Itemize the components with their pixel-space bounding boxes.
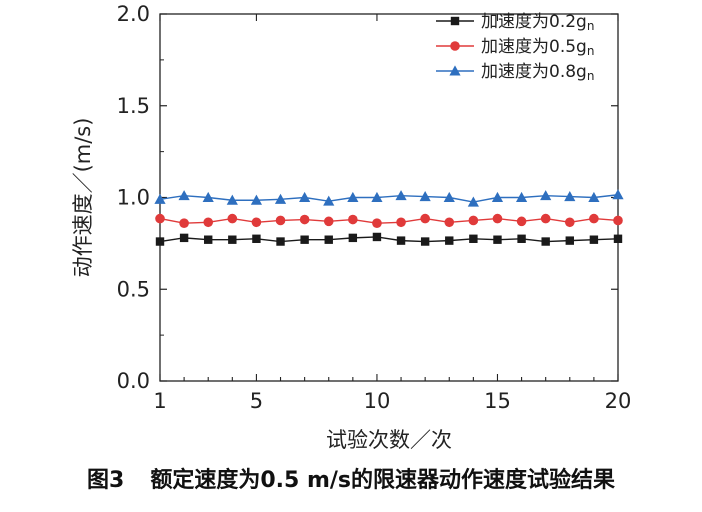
data-point [154, 193, 166, 204]
data-point [612, 189, 624, 200]
data-point [324, 235, 333, 244]
data-point [275, 215, 286, 226]
legend-subscript: n [587, 44, 595, 58]
data-point [299, 191, 311, 202]
series-1 [155, 232, 623, 246]
data-point [445, 236, 454, 245]
y-tick-label: 0.5 [117, 277, 150, 301]
legend-subscript: n [587, 69, 595, 83]
y-tick-label: 1.5 [117, 94, 150, 118]
y-tick-label: 2.0 [117, 2, 150, 26]
data-point [613, 234, 623, 243]
data-point [517, 234, 526, 243]
data-point [419, 190, 431, 202]
data-point [348, 214, 358, 225]
data-point [323, 195, 335, 206]
series-2 [155, 213, 623, 228]
data-point [202, 191, 214, 202]
data-point [420, 237, 430, 246]
data-point [347, 191, 359, 202]
data-point [252, 234, 261, 243]
legend-item-2: 加速度为0.5gn [436, 37, 594, 58]
data-point [179, 218, 189, 228]
data-point [371, 191, 383, 202]
data-point [516, 216, 527, 227]
data-point [396, 236, 406, 245]
x-tick-label: 10 [364, 389, 391, 413]
data-point [348, 233, 358, 243]
x-tick-label: 5 [250, 389, 263, 413]
y-axis-title: 动作速度／(m/s) [71, 118, 95, 278]
data-point [300, 235, 309, 244]
data-point [203, 217, 214, 228]
data-point [395, 190, 407, 201]
legend-marker [450, 16, 460, 26]
legend-marker [450, 41, 460, 51]
data-point [491, 191, 504, 202]
data-point [444, 217, 455, 228]
legend-label: 加速度为0.8gn [481, 62, 594, 83]
data-point [493, 235, 502, 244]
x-tick-label: 1 [153, 389, 166, 413]
data-point [251, 217, 262, 228]
data-point [540, 213, 551, 224]
figure-number: 图3 [87, 468, 125, 493]
data-point [372, 232, 382, 242]
data-point [274, 193, 287, 204]
data-point [228, 235, 237, 244]
y-tick-label: 0.0 [117, 369, 150, 393]
caption-text: 额定速度为0.5 m/s的限速器动作速度试验结果 [150, 468, 615, 493]
data-point [589, 213, 599, 224]
chart: 0.00.51.01.52.01 5 10 15 20试验次数／次动作速度／(m/s) … [71, 2, 631, 452]
data-point [467, 196, 479, 207]
data-point [179, 233, 189, 243]
y-tick-label: 1.0 [117, 186, 150, 210]
legend-label: 加速度为0.5gn [481, 37, 594, 58]
x-tick-label: 15 [484, 389, 511, 413]
series-line [159, 194, 619, 203]
data-point [420, 213, 430, 224]
data-point [541, 237, 550, 246]
data-point [178, 190, 190, 201]
data-point [155, 237, 165, 246]
series-layer [154, 189, 624, 246]
data-point [155, 213, 165, 224]
data-point [540, 190, 552, 201]
data-point [204, 235, 213, 244]
figure-caption: 图3 额定速度为0.5 m/s的限速器动作速度试验结果 [0, 462, 702, 494]
data-point [227, 213, 238, 224]
series-3 [154, 189, 624, 207]
x-tick-label: 20 [605, 389, 632, 413]
legend-subscript: n [587, 19, 595, 33]
legend-item-1: 加速度为0.2gn [436, 12, 594, 33]
data-point [250, 194, 263, 205]
x-axis-title: 试验次数／次 [326, 428, 452, 452]
data-point [323, 216, 334, 227]
data-point [299, 214, 310, 225]
legend: 加速度为0.2gn 加速度为0.5gn 加速度为0.8gn [436, 12, 594, 83]
data-point [564, 190, 576, 202]
data-point [565, 236, 574, 245]
data-point [588, 191, 600, 202]
data-point [589, 235, 599, 244]
legend-item-3: 加速度为0.8gn [436, 62, 594, 83]
data-point [468, 215, 479, 226]
data-point [564, 217, 575, 228]
data-point [276, 237, 285, 246]
data-point [613, 215, 623, 226]
data-point [396, 217, 406, 228]
data-point [469, 234, 478, 243]
legend-marker [449, 65, 461, 76]
data-point [443, 191, 455, 202]
data-point [492, 213, 503, 224]
data-point [226, 194, 238, 205]
data-point [515, 191, 528, 202]
legend-label: 加速度为0.2gn [481, 12, 594, 33]
data-point [372, 218, 382, 228]
